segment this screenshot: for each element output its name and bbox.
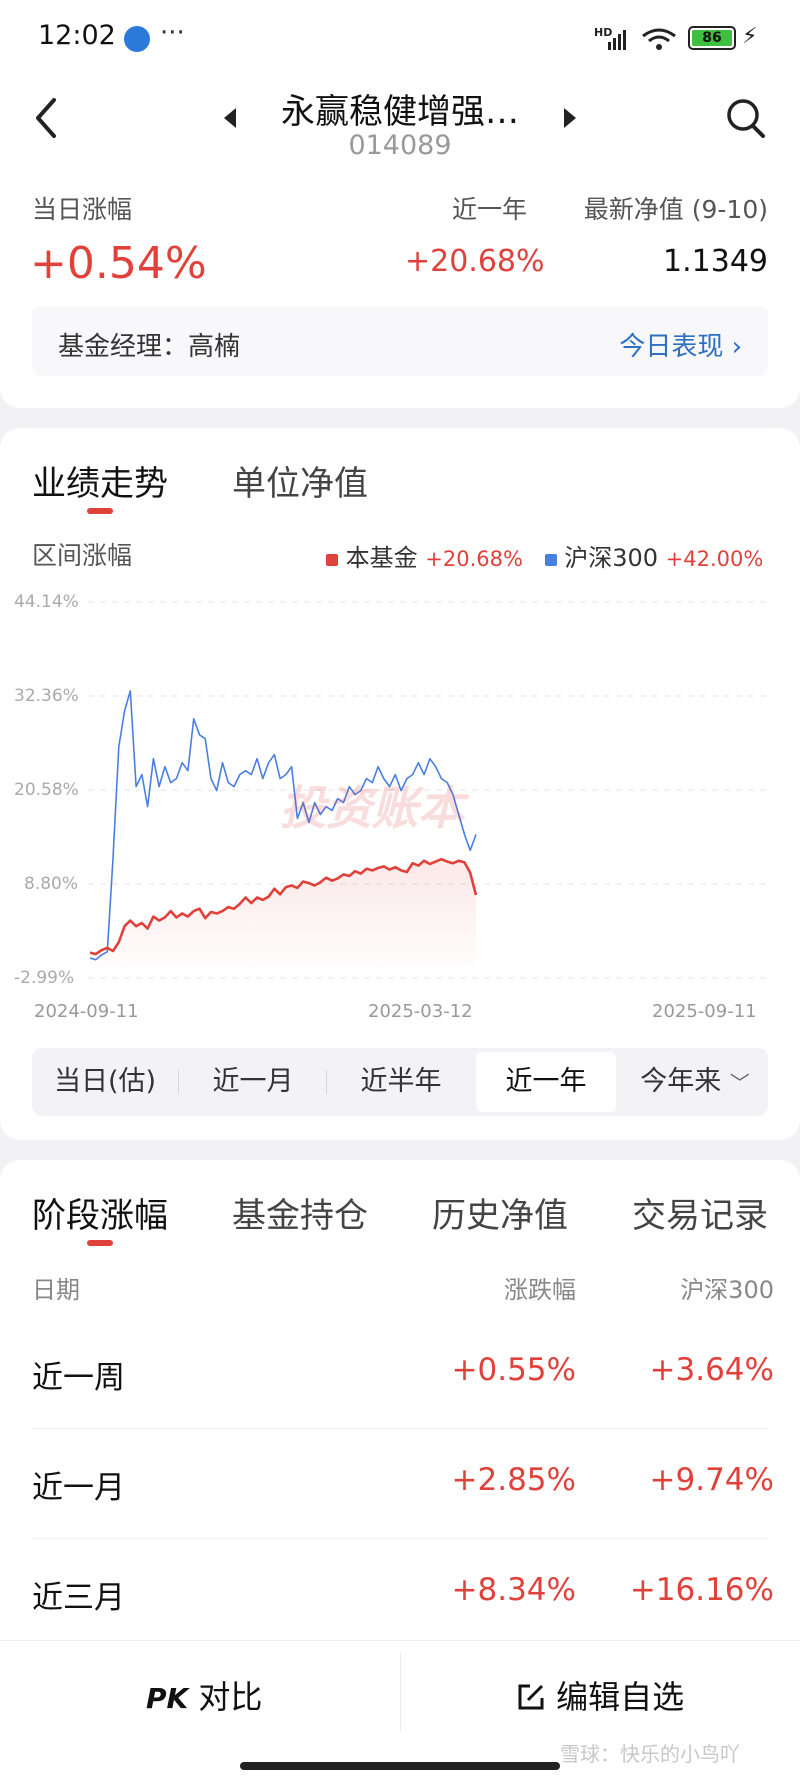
- fund-title: 永赢稳健增强…: [281, 92, 519, 132]
- xueqiu-watermark: 雪球：快乐的小鸟吖: [560, 1742, 740, 1766]
- fund-code: 014089: [348, 130, 452, 161]
- x-tick-label: 2025-03-12: [368, 1001, 473, 1022]
- nav-label: 最新净值 (9-10): [583, 195, 768, 224]
- legend-fund-name: 本基金: [345, 544, 418, 572]
- legend-index-value: +42.00%: [665, 547, 764, 571]
- period-selector: 当日(估) 近一月 近半年 近一年 今年来 ﹀: [32, 1048, 768, 1116]
- tab-holdings[interactable]: 基金持仓: [232, 1196, 368, 1236]
- bottom-divider: [400, 1652, 401, 1732]
- hd-signal-icon: HD: [594, 26, 613, 39]
- row-divider: [32, 1428, 768, 1429]
- edit-watchlist-label: 编辑自选: [556, 1678, 685, 1716]
- manager-label: 基金经理：高楠: [58, 332, 241, 362]
- period-half-year[interactable]: 近半年: [360, 1066, 442, 1097]
- performance-card: [0, 428, 800, 1140]
- y-tick-label: 44.14%: [14, 592, 79, 612]
- row-index-change: +16.16%: [629, 1572, 774, 1608]
- one-year-label: 近一年: [452, 195, 528, 224]
- compare-label: 对比: [198, 1678, 263, 1716]
- status-time: 12:02: [38, 20, 116, 51]
- index-series-line: [89, 690, 477, 961]
- x-tick-label: 2025-09-11: [652, 1001, 757, 1022]
- pk-icon: PK: [146, 1682, 189, 1715]
- col-header-index: 沪深300: [680, 1276, 774, 1304]
- back-icon[interactable]: [30, 96, 62, 140]
- period-one-month[interactable]: 近一月: [212, 1066, 294, 1097]
- one-year-value: +20.68%: [405, 244, 545, 279]
- y-tick-label: 8.80%: [24, 874, 79, 894]
- chart-legend: 本基金 +20.68% 沪深300 +42.00%: [326, 538, 763, 573]
- manager-bar[interactable]: 基金经理：高楠 今日表现 ›: [32, 306, 768, 376]
- row-fund-change: +0.55%: [451, 1352, 576, 1388]
- daily-change-value: +0.54%: [30, 238, 207, 289]
- today-performance-label: 今日表现: [619, 332, 724, 362]
- tab-unit-nav[interactable]: 单位净值: [232, 464, 368, 504]
- legend-fund-value: +20.68%: [425, 547, 523, 571]
- edit-icon: [518, 1684, 544, 1710]
- period-divider: [326, 1070, 327, 1094]
- period-divider: [178, 1070, 179, 1094]
- col-header-change: 涨跌幅: [504, 1276, 576, 1304]
- tab-history-nav[interactable]: 历史净值: [432, 1196, 568, 1236]
- compare-button[interactable]: PK 对比: [146, 1672, 262, 1718]
- fund-series-line: [89, 857, 478, 956]
- chevron-right-icon: ›: [731, 332, 742, 362]
- edit-watchlist-button[interactable]: 编辑自选: [516, 1672, 684, 1718]
- status-more-icon: ···: [160, 18, 185, 48]
- home-indicator: [240, 1762, 560, 1770]
- tab-performance[interactable]: 业绩走势: [32, 464, 168, 504]
- prev-fund-icon[interactable]: [222, 107, 238, 129]
- period-ytd-dropdown[interactable]: 今年来 ﹀: [622, 1048, 768, 1116]
- watermark-logo: 投资账本: [280, 781, 464, 835]
- row-divider: [32, 1538, 768, 1539]
- performance-chart: [88, 601, 772, 979]
- period-ytd-label: 今年来: [640, 1066, 722, 1097]
- row-fund-change: +8.34%: [451, 1572, 576, 1608]
- row-period: 近一月: [32, 1470, 125, 1506]
- period-one-year[interactable]: 近一年: [476, 1052, 616, 1112]
- today-performance-link[interactable]: 今日表现 ›: [619, 326, 742, 363]
- wifi-icon: [642, 28, 676, 50]
- x-tick-label: 2024-09-11: [34, 1001, 139, 1022]
- charging-icon: ⚡: [742, 24, 758, 49]
- row-period: 近一周: [32, 1360, 125, 1396]
- returns-card: [0, 1160, 800, 1650]
- y-tick-label: 32.36%: [14, 686, 79, 706]
- legend-index-swatch: [544, 554, 557, 566]
- next-fund-icon[interactable]: [562, 107, 578, 129]
- row-fund-change: +2.85%: [451, 1462, 576, 1498]
- y-tick-label: -2.99%: [14, 968, 75, 988]
- col-header-date: 日期: [32, 1276, 80, 1304]
- legend-index-name: 沪深300: [564, 544, 659, 572]
- row-index-change: +9.74%: [649, 1462, 774, 1498]
- daily-change-label: 当日涨幅: [32, 195, 133, 224]
- tab-stage-returns[interactable]: 阶段涨幅: [32, 1196, 168, 1236]
- tab-transactions[interactable]: 交易记录: [632, 1196, 768, 1236]
- signal-icon: [608, 30, 626, 50]
- tab-stage-returns-underline: [87, 1240, 113, 1246]
- period-today[interactable]: 当日(估): [53, 1066, 157, 1097]
- range-change-label: 区间涨幅: [32, 541, 133, 570]
- fund-area-fill: [90, 859, 476, 978]
- chevron-down-icon: ﹀: [729, 1071, 750, 1095]
- nav-value: 1.1349: [663, 244, 768, 279]
- y-tick-label: 20.58%: [14, 780, 79, 800]
- app-notification-icon: [124, 26, 150, 52]
- tab-performance-underline: [87, 508, 113, 514]
- battery-level: 86: [692, 30, 732, 46]
- legend-fund-swatch: [326, 554, 338, 566]
- row-index-change: +3.64%: [649, 1352, 774, 1388]
- row-period: 近三月: [32, 1580, 125, 1616]
- search-icon[interactable]: [726, 98, 766, 140]
- battery-icon: 86: [688, 26, 736, 50]
